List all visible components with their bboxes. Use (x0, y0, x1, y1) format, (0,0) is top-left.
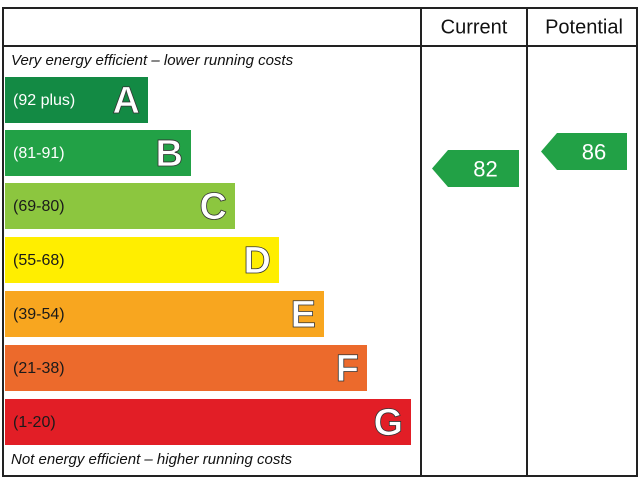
current-header: Current (441, 16, 508, 38)
band-bar (5, 183, 235, 229)
band-letter: C (200, 186, 227, 228)
band-range: (55-68) (13, 252, 65, 269)
band-range: (39-54) (13, 306, 65, 323)
current-arrow (432, 150, 519, 187)
potential-value: 86 (582, 139, 606, 164)
band-range: (69-80) (13, 198, 65, 215)
band-bar (5, 345, 367, 391)
band-bar (5, 130, 191, 176)
potential-header: Potential (545, 16, 623, 38)
top-note: Very energy efficient – lower running co… (11, 52, 294, 69)
band-range: (1-20) (13, 414, 56, 431)
band-bar (5, 77, 148, 123)
band-range: (21-38) (13, 360, 65, 377)
band-letter: B (156, 133, 183, 175)
outer-border (2, 7, 638, 477)
current-value: 82 (473, 156, 497, 181)
band-range: (92 plus) (13, 92, 75, 109)
band-bar (5, 291, 324, 337)
band-range: (81-91) (13, 145, 65, 162)
band-letter: E (291, 294, 316, 336)
band-bar (5, 399, 411, 445)
bottom-note: Not energy efficient – higher running co… (11, 451, 292, 468)
band-letter: A (113, 80, 140, 122)
band-bar (5, 237, 279, 283)
band-letter: G (373, 402, 403, 444)
potential-arrow (541, 133, 627, 170)
band-letter: D (244, 240, 271, 282)
band-letter: F (336, 348, 359, 390)
